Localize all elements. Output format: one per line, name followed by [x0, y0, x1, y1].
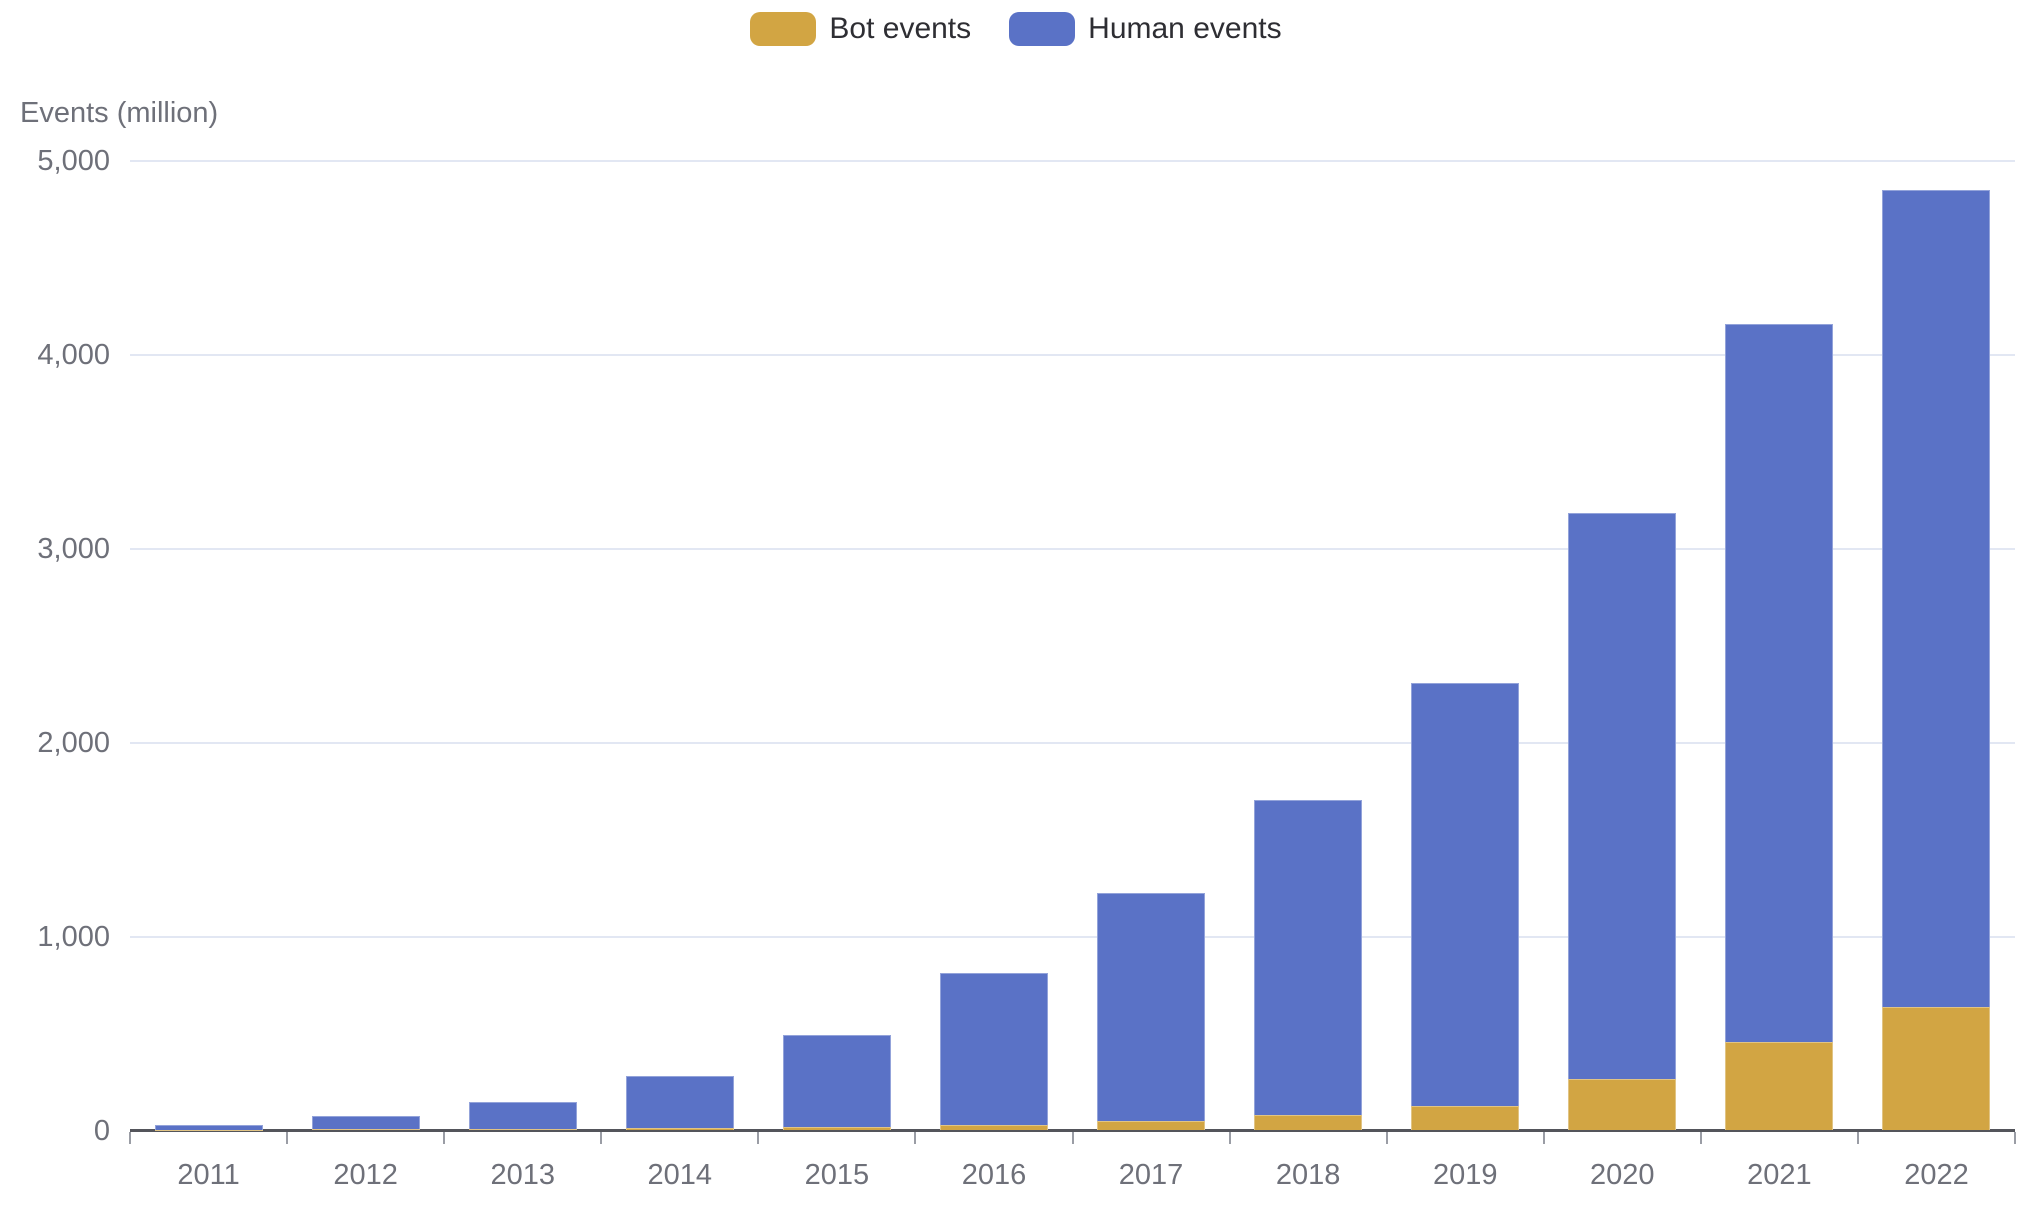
bar-2022-bot-events[interactable] [1882, 1006, 1991, 1130]
bar-2013-bot-events[interactable] [468, 1129, 577, 1131]
bar-2022-human-events[interactable] [1882, 190, 1991, 1007]
gridline [130, 160, 2015, 162]
x-axis-label-2018: 2018 [1275, 1159, 1341, 1191]
bar-2020-bot-events[interactable] [1568, 1078, 1677, 1130]
bar-2019-bot-events[interactable] [1411, 1105, 1520, 1130]
x-axis-label-2017: 2017 [1118, 1159, 1184, 1191]
x-axis-tick [1228, 1132, 1231, 1144]
x-axis-tick [600, 1132, 603, 1144]
gridline [130, 936, 2015, 938]
bar-2012-bot-events[interactable] [311, 1129, 420, 1131]
legend: Bot events Human events [0, 12, 2032, 46]
bar-2016-human-events[interactable] [939, 972, 1048, 1126]
x-axis-line [130, 1129, 2015, 1132]
bar-2020-human-events[interactable] [1568, 513, 1677, 1079]
y-axis-tick-label: 2,000 [37, 727, 110, 759]
gridline [130, 354, 2015, 356]
legend-label-human-events: Human events [1088, 12, 1282, 45]
x-axis-label-2022: 2022 [1904, 1159, 1969, 1191]
bar-2014-human-events[interactable] [625, 1076, 734, 1129]
x-axis-tick [129, 1132, 131, 1144]
x-axis-label-2014: 2014 [647, 1159, 713, 1191]
legend-swatch-bot-events [750, 12, 817, 46]
bar-2017-human-events[interactable] [1097, 893, 1206, 1122]
y-axis-tick-label: 3,000 [37, 533, 110, 565]
bar-2015-bot-events[interactable] [782, 1127, 891, 1130]
y-axis-tick-label: 5,000 [37, 145, 110, 177]
y-axis-title: Events (million) [20, 97, 219, 129]
bar-2015-human-events[interactable] [782, 1034, 891, 1128]
bar-2012-human-events[interactable] [311, 1116, 420, 1130]
y-axis-tick-label: 1,000 [37, 921, 110, 953]
bar-2011-bot-events[interactable] [154, 1129, 263, 1131]
bar-2021-human-events[interactable] [1725, 323, 1834, 1042]
x-axis-tick [1385, 1132, 1388, 1144]
x-axis-label-2020: 2020 [1590, 1159, 1655, 1191]
gridline [130, 742, 2015, 744]
x-axis-tick [2014, 1132, 2016, 1144]
x-axis-label-2011: 2011 [177, 1159, 240, 1191]
y-axis-tick-label: 0 [93, 1115, 110, 1147]
x-axis-label-2012: 2012 [333, 1159, 398, 1191]
bar-2021-bot-events[interactable] [1725, 1041, 1834, 1130]
bar-2016-bot-events[interactable] [939, 1125, 1048, 1130]
bar-2014-bot-events[interactable] [625, 1128, 734, 1130]
y-axis-tick-label: 4,000 [37, 339, 110, 371]
x-axis-tick [1542, 1132, 1545, 1144]
x-axis-tick [286, 1132, 289, 1144]
x-axis-tick [1856, 1132, 1859, 1144]
legend-item-human-events[interactable]: Human events [1009, 12, 1282, 46]
bar-2017-bot-events[interactable] [1097, 1121, 1206, 1130]
bar-2011-human-events[interactable] [154, 1124, 263, 1130]
legend-label-bot-events: Bot events [829, 12, 972, 45]
bar-2013-human-events[interactable] [468, 1101, 577, 1130]
x-axis-tick [914, 1132, 917, 1144]
x-axis-label-2015: 2015 [804, 1159, 870, 1191]
legend-item-bot-events[interactable]: Bot events [750, 12, 971, 46]
bar-2018-bot-events[interactable] [1254, 1115, 1363, 1130]
x-axis-tick [757, 1132, 760, 1144]
x-axis-label-2019: 2019 [1432, 1159, 1498, 1191]
legend-swatch-human-events [1009, 12, 1076, 46]
bar-2019-human-events[interactable] [1411, 682, 1520, 1106]
x-axis-tick [1699, 1132, 1702, 1144]
x-axis-tick [443, 1132, 446, 1144]
x-axis-label-2021: 2021 [1747, 1159, 1812, 1191]
bar-2018-human-events[interactable] [1254, 800, 1363, 1116]
x-axis-label-2013: 2013 [490, 1159, 555, 1191]
x-axis-tick [1071, 1132, 1074, 1144]
gridline [130, 548, 2015, 550]
x-axis-label-2016: 2016 [961, 1159, 1027, 1191]
